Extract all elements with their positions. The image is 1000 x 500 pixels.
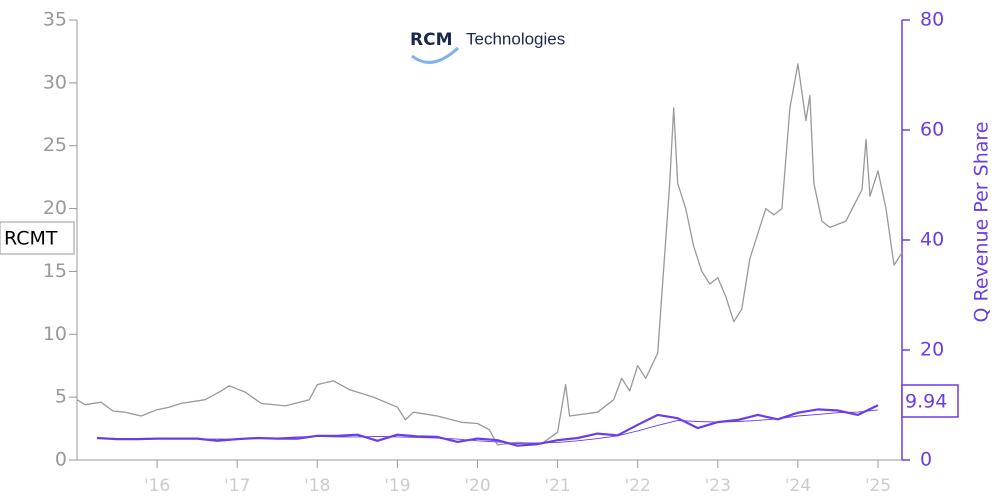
x-tick-label: '17 [224,476,250,496]
x-tick-label: '23 [705,476,731,496]
y-tick-label: 30 [43,71,67,93]
x-tick-label: '20 [464,476,490,496]
y2-tick-label: 0 [920,449,932,471]
series-line [76,63,903,446]
y-tick-label: 10 [43,323,67,345]
y-tick-label: 25 [43,134,67,156]
last-value: 9.94 [901,384,959,418]
series-name: RCMT [4,228,58,250]
logo: RCM Technologies [410,29,565,64]
x-tick-label: '21 [544,476,570,496]
last-value-label: 9.94 [905,391,947,413]
series-line [96,404,879,447]
x-tick-label: '24 [785,476,811,496]
x-tick-label: '22 [625,476,651,496]
y-tick-label: 0 [55,449,67,471]
y2-tick-label: 60 [920,119,944,141]
series-line [117,409,879,444]
y-tick-label: 20 [43,197,67,219]
y2-tick-label: 40 [920,229,944,251]
value-box [901,384,959,418]
logo-name: Technologies [466,29,565,48]
y-tick-label: 15 [43,260,67,282]
x-tick-label: '16 [144,476,170,496]
x-tick-label: '19 [384,476,410,496]
y-tick-label: 35 [43,9,67,31]
y2-tick-label: 20 [920,339,944,361]
logo-swoosh [411,46,460,64]
x-tick-label: '18 [304,476,330,496]
y-tick-label: 5 [55,386,67,408]
x-tick-label: '25 [865,476,891,496]
logo-mark: RCM [410,30,452,50]
label-box [0,221,75,255]
series-label: RCMT [0,221,75,255]
y2-axis-label: Q Revenue Per Share [971,122,993,323]
y2-tick-label: 80 [920,9,944,31]
